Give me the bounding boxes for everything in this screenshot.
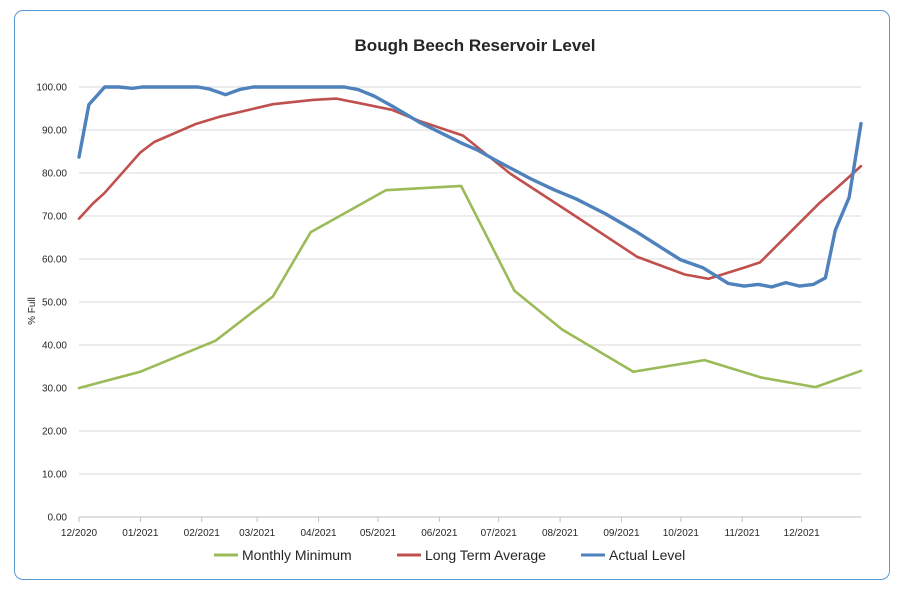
y-axis-label: % Full [27, 297, 38, 325]
x-tick-label: 04/2021 [300, 528, 337, 539]
legend-label-actual-level: Actual Level [609, 547, 685, 563]
y-tick-label: 80.00 [42, 169, 67, 180]
x-tick-label: 09/2021 [603, 528, 640, 539]
x-tick-label: 12/2020 [61, 528, 98, 539]
y-axis-ticks: 0.00 10.00 20.00 30.00 40.00 50.00 60.00 70.00 8… [36, 83, 67, 524]
legend: Monthly Minimum Long Term Average Actual L… [214, 547, 685, 563]
x-axis-ticks: 12/2020 01/2021 02/2021 03/2021 04/2021 05/20… [61, 517, 820, 539]
series-lines [77, 85, 863, 390]
y-tick-label: 100.00 [36, 83, 67, 94]
x-tick-label: 11/2021 [725, 528, 761, 539]
y-tick-label: 0.00 [48, 513, 68, 524]
y-tick-label: 30.00 [42, 384, 67, 395]
x-tick-label: 06/2021 [421, 528, 458, 539]
y-tick-label: 20.00 [42, 427, 67, 438]
x-tick-label: 01/2021 [122, 528, 159, 539]
y-tick-label: 70.00 [42, 212, 67, 223]
series-line-monthly-minimum [77, 184, 863, 390]
y-tick-label: 50.00 [42, 298, 67, 309]
y-tick-label: 60.00 [42, 255, 67, 266]
x-tick-label: 12/2021 [784, 528, 821, 539]
y-tick-label: 40.00 [42, 341, 67, 352]
x-tick-label: 02/2021 [184, 528, 221, 539]
series-line-actual-level [77, 85, 863, 289]
x-tick-label: 08/2021 [542, 528, 579, 539]
chart-title: Bough Beech Reservoir Level [355, 36, 596, 55]
y-tick-label: 10.00 [42, 470, 67, 481]
x-tick-label: 03/2021 [239, 528, 276, 539]
x-tick-label: 07/2021 [481, 528, 518, 539]
x-tick-label: 05/2021 [360, 528, 397, 539]
y-tick-label: 90.00 [42, 126, 67, 137]
legend-label-long-term-average: Long Term Average [425, 547, 546, 563]
gridlines [79, 86, 861, 518]
series-line-long-term-average [77, 97, 863, 281]
chart-frame [14, 10, 890, 580]
x-tick-label: 10/2021 [663, 528, 700, 539]
legend-label-monthly-minimum: Monthly Minimum [242, 547, 352, 563]
